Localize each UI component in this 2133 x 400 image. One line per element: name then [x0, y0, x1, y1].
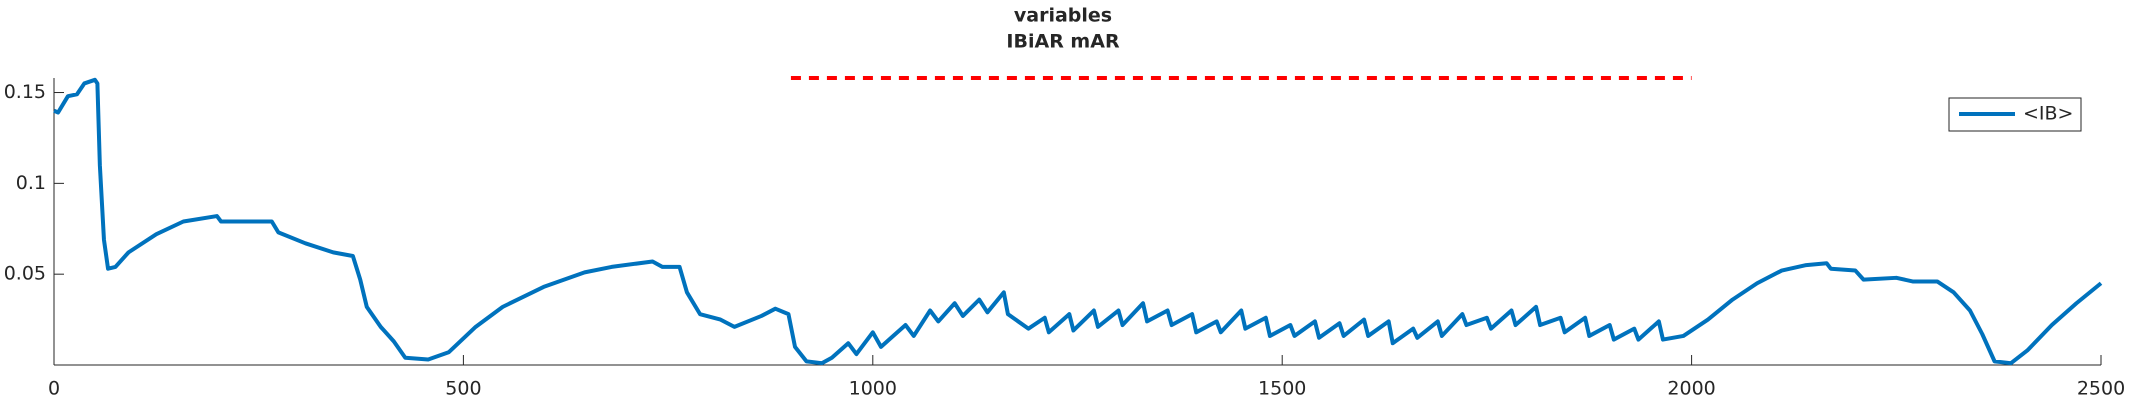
x-tick-label: 2500 — [2077, 378, 2125, 400]
x-tick-label: 2000 — [1667, 378, 1715, 400]
y-tick-label: 0.05 — [4, 263, 46, 285]
x-tick-label: 500 — [445, 378, 481, 400]
chart-subtitle: IBiAR mAR — [1006, 31, 1120, 53]
y-tick-label: 0.1 — [16, 172, 46, 194]
y-tick-label: 0.15 — [4, 81, 46, 103]
line-series — [53, 77, 2103, 366]
chart-title: variables — [1014, 5, 1112, 27]
x-tick-label: 0 — [48, 378, 60, 400]
x-tick-label: 1500 — [1258, 378, 1306, 400]
x-tick-label: 1000 — [849, 378, 897, 400]
legend-label: <IB> — [2023, 103, 2073, 125]
